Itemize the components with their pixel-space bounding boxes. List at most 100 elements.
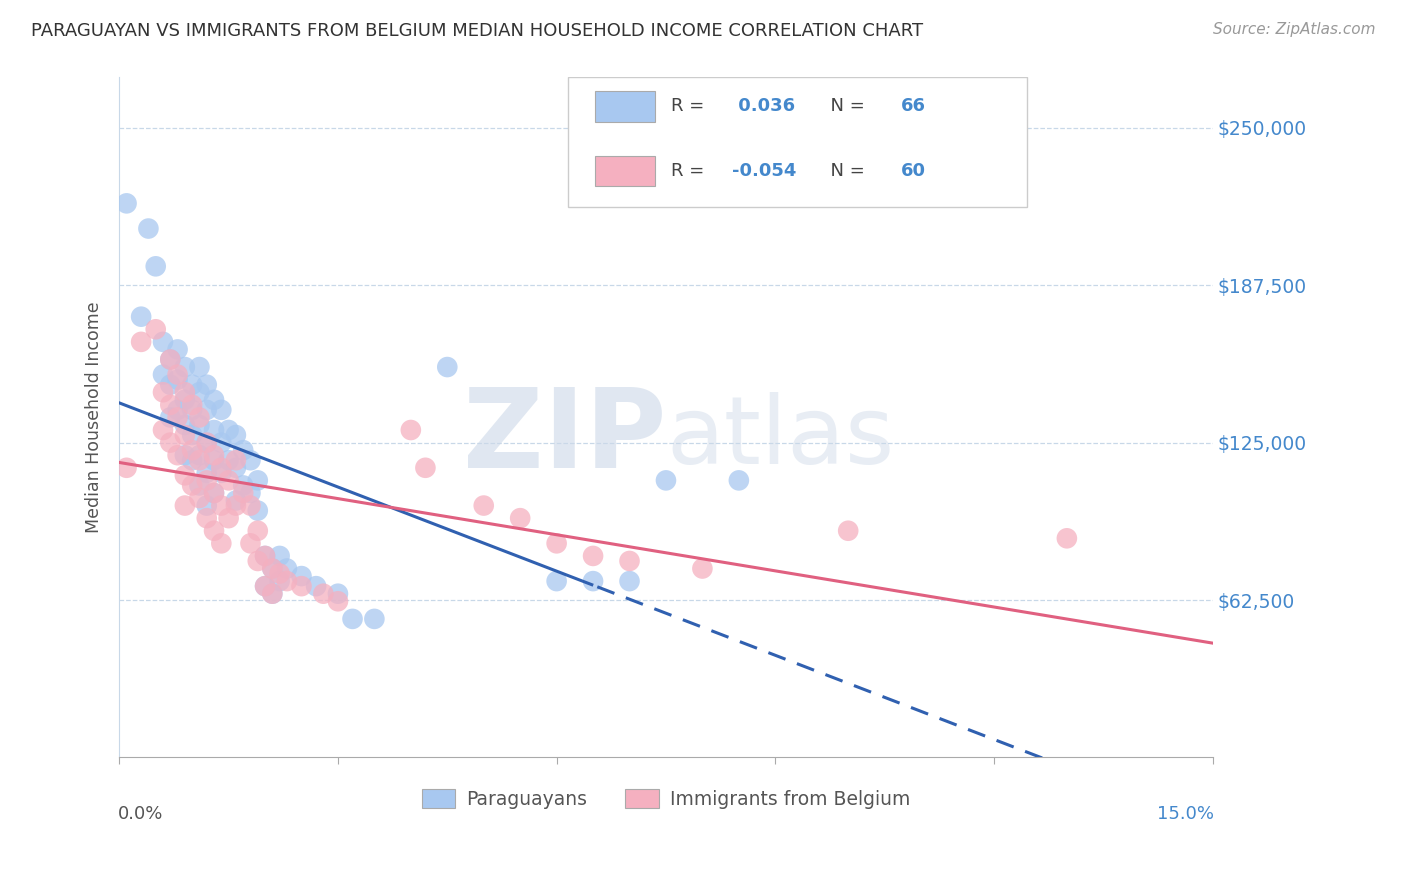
Point: [436, 359, 458, 374]
Point: [269, 574, 291, 588]
Point: [342, 612, 364, 626]
Point: [173, 392, 195, 407]
Point: [254, 549, 277, 563]
Point: [218, 453, 240, 467]
Point: [209, 460, 232, 475]
Point: [225, 460, 247, 475]
Text: 0.0%: 0.0%: [118, 805, 163, 823]
Point: [159, 398, 181, 412]
Point: [509, 511, 531, 525]
Point: [290, 569, 312, 583]
Point: [546, 536, 568, 550]
Text: R =: R =: [672, 97, 710, 115]
Point: [232, 486, 254, 500]
Text: N =: N =: [820, 97, 870, 115]
Point: [582, 549, 605, 563]
Text: PARAGUAYAN VS IMMIGRANTS FROM BELGIUM MEDIAN HOUSEHOLD INCOME CORRELATION CHART: PARAGUAYAN VS IMMIGRANTS FROM BELGIUM ME…: [31, 22, 924, 40]
Point: [188, 453, 211, 467]
Point: [195, 377, 218, 392]
Point: [202, 448, 225, 462]
Point: [166, 343, 188, 357]
FancyBboxPatch shape: [568, 78, 1026, 207]
Point: [173, 385, 195, 400]
Point: [239, 453, 262, 467]
Point: [159, 352, 181, 367]
Point: [218, 511, 240, 525]
Point: [225, 453, 247, 467]
Point: [202, 453, 225, 467]
Point: [239, 536, 262, 550]
Point: [269, 549, 291, 563]
Point: [254, 579, 277, 593]
Point: [195, 435, 218, 450]
Point: [152, 334, 174, 349]
Text: ZIP: ZIP: [463, 384, 666, 491]
Point: [202, 486, 225, 500]
Point: [1056, 531, 1078, 545]
Point: [166, 373, 188, 387]
Point: [232, 478, 254, 492]
Point: [188, 410, 211, 425]
Point: [129, 334, 152, 349]
Text: Source: ZipAtlas.com: Source: ZipAtlas.com: [1212, 22, 1375, 37]
Point: [546, 574, 568, 588]
Point: [181, 428, 204, 442]
Point: [692, 561, 714, 575]
Point: [246, 503, 269, 517]
Point: [209, 466, 232, 480]
Point: [188, 491, 211, 505]
Point: [202, 524, 225, 538]
Point: [181, 398, 204, 412]
Point: [152, 368, 174, 382]
Text: atlas: atlas: [666, 392, 894, 483]
Point: [145, 322, 167, 336]
Point: [415, 460, 437, 475]
Point: [312, 587, 335, 601]
Point: [166, 448, 188, 462]
Point: [173, 499, 195, 513]
Point: [188, 448, 211, 462]
Point: [232, 443, 254, 458]
Point: [225, 499, 247, 513]
Point: [246, 524, 269, 538]
Y-axis label: Median Household Income: Median Household Income: [86, 301, 103, 533]
Point: [195, 499, 218, 513]
Point: [837, 524, 859, 538]
Point: [173, 359, 195, 374]
Point: [152, 385, 174, 400]
Point: [619, 554, 641, 568]
Point: [290, 579, 312, 593]
Point: [582, 574, 605, 588]
Point: [181, 443, 204, 458]
Point: [262, 587, 284, 601]
Point: [218, 423, 240, 437]
Point: [269, 566, 291, 581]
Point: [173, 417, 195, 432]
Point: [159, 435, 181, 450]
Point: [246, 554, 269, 568]
Point: [159, 377, 181, 392]
Point: [195, 474, 218, 488]
Point: [246, 474, 269, 488]
Text: 66: 66: [901, 97, 927, 115]
Point: [262, 587, 284, 601]
Point: [239, 486, 262, 500]
Point: [195, 511, 218, 525]
Point: [225, 493, 247, 508]
Point: [173, 448, 195, 462]
Point: [276, 574, 298, 588]
Point: [209, 435, 232, 450]
Point: [209, 402, 232, 417]
Point: [276, 561, 298, 575]
Point: [181, 453, 204, 467]
Point: [181, 478, 204, 492]
Point: [195, 466, 218, 480]
Point: [619, 574, 641, 588]
Point: [262, 561, 284, 575]
Point: [326, 594, 349, 608]
Point: [159, 410, 181, 425]
Legend: Paraguayans, Immigrants from Belgium: Paraguayans, Immigrants from Belgium: [413, 781, 918, 816]
Point: [202, 392, 225, 407]
FancyBboxPatch shape: [595, 155, 655, 186]
Text: 0.036: 0.036: [731, 97, 794, 115]
